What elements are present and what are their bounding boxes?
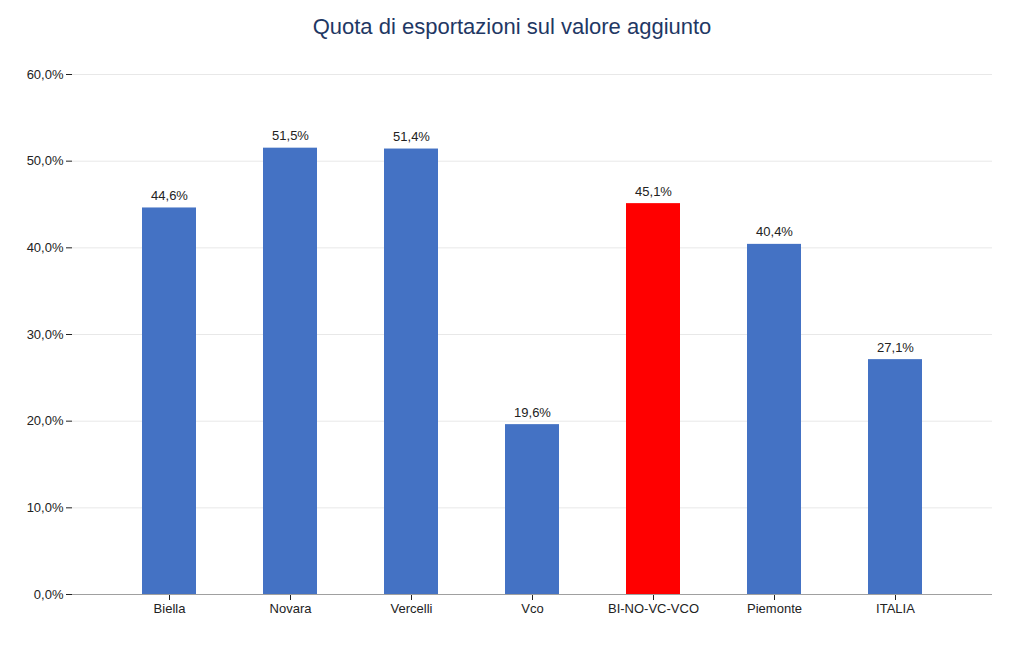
svg-text:51,5%: 51,5% (272, 128, 309, 143)
svg-text:45,1%: 45,1% (635, 184, 672, 199)
svg-text:60,0%: 60,0% (27, 67, 64, 82)
svg-text:Biella: Biella (154, 601, 187, 616)
svg-text:BI-NO-VC-VCO: BI-NO-VC-VCO (608, 601, 699, 616)
svg-text:44,6%: 44,6% (151, 188, 188, 203)
svg-text:20,0%: 20,0% (27, 413, 64, 428)
svg-text:Piemonte: Piemonte (747, 601, 802, 616)
svg-text:Vco: Vco (521, 601, 543, 616)
svg-text:Vercelli: Vercelli (391, 601, 433, 616)
svg-text:51,4%: 51,4% (393, 129, 430, 144)
svg-text:30,0%: 30,0% (27, 327, 64, 342)
svg-text:50,0%: 50,0% (27, 153, 64, 168)
svg-text:ITALIA: ITALIA (876, 601, 915, 616)
svg-text:0,0%: 0,0% (34, 587, 64, 602)
svg-text:27,1%: 27,1% (877, 340, 914, 355)
svg-text:40,0%: 40,0% (27, 240, 64, 255)
svg-text:10,0%: 10,0% (27, 500, 64, 515)
html-text:Quota di esportazioni sul valo: Quota di esportazioni sul valore aggiunt… (312, 14, 712, 39)
svg-text:Novara: Novara (270, 601, 313, 616)
svg-text:40,4%: 40,4% (756, 224, 793, 239)
svg-text:19,6%: 19,6% (514, 405, 551, 420)
